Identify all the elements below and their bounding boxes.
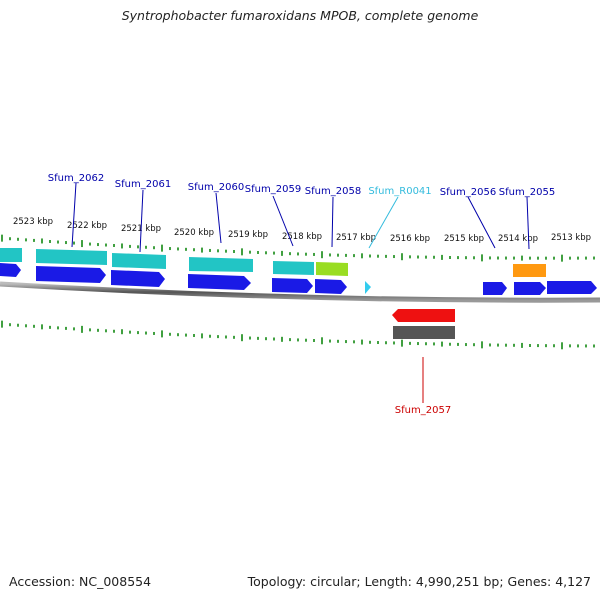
tick-label: 2513 kbp (551, 233, 591, 243)
tick-label: 2516 kbp (390, 234, 430, 244)
tick-label: 2514 kbp (498, 234, 538, 244)
tick-label: 2520 kbp (174, 228, 214, 238)
genome-backbone (0, 281, 600, 303)
gene-label[interactable]: Sfum_2060 (188, 182, 244, 193)
feature-gray[interactable] (393, 326, 455, 339)
tick-label: 2519 kbp (228, 230, 268, 240)
gene-callout-line (368, 196, 399, 249)
gene-callout-line (215, 192, 222, 244)
gene-callout-line (71, 182, 77, 248)
gene-label[interactable]: Sfum_2055 (499, 187, 555, 198)
outer-tick-ring (1, 234, 595, 262)
feature-cyan[interactable] (273, 261, 314, 275)
feature-cyan[interactable] (36, 249, 107, 265)
tick-label: 2522 kbp (67, 221, 107, 231)
cds-forward[interactable] (514, 282, 546, 295)
tick-label: 2517 kbp (336, 233, 376, 243)
tick-label: 2523 kbp (13, 217, 53, 227)
gene-label[interactable]: Sfum_R0041 (368, 186, 431, 197)
tick-label: 2518 kbp (282, 232, 322, 242)
gene-label[interactable]: Sfum_2061 (115, 179, 171, 190)
gene-label[interactable]: Sfum_2062 (48, 173, 104, 184)
cds-reverse[interactable] (392, 309, 455, 322)
accession-label: Accession: NC_008554 (9, 574, 152, 589)
gene-label[interactable]: Sfum_2057 (395, 405, 451, 416)
feature-cyan[interactable] (189, 257, 253, 272)
genome-summary: Topology: circular; Length: 4,990,251 bp… (247, 574, 591, 589)
gene-label[interactable]: Sfum_2058 (305, 186, 361, 197)
gene-callouts: Sfum_2062 Sfum_2061 Sfum_2060 Sfum_2059 … (48, 173, 555, 416)
feature-track-reverse (392, 309, 455, 339)
cds-forward[interactable] (483, 282, 507, 295)
cds-forward[interactable] (0, 263, 21, 277)
genome-title: Syntrophobacter fumaroxidans MPOB, compl… (121, 8, 479, 23)
inner-tick-ring (1, 320, 595, 350)
feature-orange[interactable] (513, 264, 546, 277)
cds-forward[interactable] (188, 274, 251, 290)
cds-forward[interactable] (111, 270, 165, 287)
feature-lime[interactable] (316, 262, 348, 276)
gene-callout-line (467, 196, 496, 249)
gene-callout-line (139, 189, 144, 253)
gene-callout-line (526, 196, 530, 250)
gene-callout-line (272, 195, 294, 247)
gene-label[interactable]: Sfum_2059 (245, 184, 301, 195)
gene-label[interactable]: Sfum_2056 (440, 187, 496, 198)
cds-forward[interactable] (315, 279, 347, 294)
tick-label: 2515 kbp (444, 234, 484, 244)
cds-forward[interactable] (272, 278, 313, 293)
feature-cyan[interactable] (0, 248, 22, 262)
rna-forward[interactable] (365, 281, 371, 294)
feature-cyan[interactable] (112, 253, 166, 269)
feature-track-forward (0, 248, 597, 295)
cds-forward[interactable] (36, 266, 106, 283)
tick-labels: 2523 kbp 2522 kbp 2521 kbp 2520 kbp 2519 kbp… (13, 217, 591, 244)
cds-forward[interactable] (547, 281, 597, 294)
gene-callout-line (331, 196, 334, 248)
